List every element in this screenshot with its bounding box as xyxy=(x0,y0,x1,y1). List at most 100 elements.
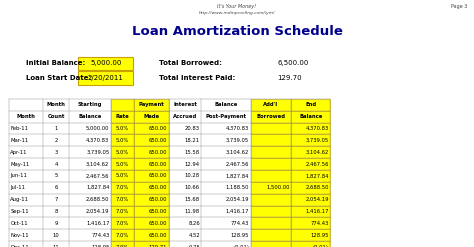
Text: 4: 4 xyxy=(55,162,58,166)
Text: 7.0%: 7.0% xyxy=(116,197,129,202)
Text: 3,104.62: 3,104.62 xyxy=(86,162,109,166)
FancyBboxPatch shape xyxy=(134,182,169,194)
Text: 1,500.00: 1,500.00 xyxy=(266,185,290,190)
Text: Accrued: Accrued xyxy=(173,114,197,119)
FancyBboxPatch shape xyxy=(111,194,134,206)
FancyBboxPatch shape xyxy=(134,146,169,158)
Text: Nov-11: Nov-11 xyxy=(10,233,29,238)
Text: 10.66: 10.66 xyxy=(185,185,200,190)
Text: 650.00: 650.00 xyxy=(149,150,167,155)
Text: 0.75: 0.75 xyxy=(188,245,200,247)
Text: 18.21: 18.21 xyxy=(185,138,200,143)
Text: Loan Start Date:: Loan Start Date: xyxy=(26,75,91,81)
FancyBboxPatch shape xyxy=(111,134,134,146)
Text: Balance: Balance xyxy=(78,114,102,119)
Text: 7: 7 xyxy=(55,197,58,202)
Text: 4,370.83: 4,370.83 xyxy=(86,138,109,143)
FancyBboxPatch shape xyxy=(291,99,330,111)
Text: 650.00: 650.00 xyxy=(149,185,167,190)
Text: 5,000.00: 5,000.00 xyxy=(90,60,121,66)
Text: 8: 8 xyxy=(55,209,58,214)
FancyBboxPatch shape xyxy=(134,158,169,170)
Text: Borrowed: Borrowed xyxy=(256,114,285,119)
Text: May-11: May-11 xyxy=(10,162,30,166)
Text: Balance: Balance xyxy=(214,102,238,107)
Text: Jul-11: Jul-11 xyxy=(10,185,26,190)
FancyBboxPatch shape xyxy=(251,182,291,194)
Text: 774.43: 774.43 xyxy=(231,221,249,226)
Text: 650.00: 650.00 xyxy=(149,197,167,202)
FancyBboxPatch shape xyxy=(291,123,330,134)
FancyBboxPatch shape xyxy=(251,217,291,229)
Text: 1,827.84: 1,827.84 xyxy=(226,173,249,178)
Text: Apr-11: Apr-11 xyxy=(10,150,28,155)
FancyBboxPatch shape xyxy=(111,146,134,158)
Text: Dec-11: Dec-11 xyxy=(10,245,29,247)
Text: 1: 1 xyxy=(55,126,58,131)
Text: 6,500.00: 6,500.00 xyxy=(277,60,309,66)
FancyBboxPatch shape xyxy=(111,170,134,182)
Text: 7.0%: 7.0% xyxy=(116,185,129,190)
Text: 10.28: 10.28 xyxy=(185,173,200,178)
FancyBboxPatch shape xyxy=(251,99,291,111)
Text: 4,370.83: 4,370.83 xyxy=(306,126,329,131)
Text: Balance: Balance xyxy=(299,114,322,119)
Text: 2: 2 xyxy=(55,138,58,143)
FancyBboxPatch shape xyxy=(251,206,291,217)
FancyBboxPatch shape xyxy=(134,123,169,134)
Text: 3,739.05: 3,739.05 xyxy=(306,138,329,143)
Text: Total Borrowed:: Total Borrowed: xyxy=(159,60,222,66)
FancyBboxPatch shape xyxy=(111,229,134,241)
FancyBboxPatch shape xyxy=(251,111,291,123)
Text: Mar-11: Mar-11 xyxy=(10,138,29,143)
Text: 10: 10 xyxy=(53,233,60,238)
Text: 5.0%: 5.0% xyxy=(116,162,129,166)
Text: 2,467.56: 2,467.56 xyxy=(305,162,329,166)
Text: 4,370.83: 4,370.83 xyxy=(226,126,249,131)
Text: Interest: Interest xyxy=(173,102,197,107)
FancyBboxPatch shape xyxy=(291,158,330,170)
Text: Rate: Rate xyxy=(115,114,129,119)
FancyBboxPatch shape xyxy=(251,123,291,134)
FancyBboxPatch shape xyxy=(291,182,330,194)
FancyBboxPatch shape xyxy=(111,217,134,229)
Text: 5: 5 xyxy=(55,173,58,178)
FancyBboxPatch shape xyxy=(291,194,330,206)
Text: 1,416.17: 1,416.17 xyxy=(226,209,249,214)
Text: Made: Made xyxy=(143,114,159,119)
FancyBboxPatch shape xyxy=(111,158,134,170)
Text: 650.00: 650.00 xyxy=(149,126,167,131)
Text: 7.0%: 7.0% xyxy=(116,233,129,238)
Text: 8.26: 8.26 xyxy=(188,221,200,226)
Text: Oct-11: Oct-11 xyxy=(10,221,28,226)
Text: End: End xyxy=(305,102,316,107)
FancyBboxPatch shape xyxy=(134,206,169,217)
Text: 650.00: 650.00 xyxy=(149,173,167,178)
FancyBboxPatch shape xyxy=(134,194,169,206)
Text: Initial Balance:: Initial Balance: xyxy=(26,60,85,66)
FancyBboxPatch shape xyxy=(134,170,169,182)
FancyBboxPatch shape xyxy=(251,158,291,170)
FancyBboxPatch shape xyxy=(111,111,134,123)
Text: 11: 11 xyxy=(53,245,60,247)
Text: 2,467.56: 2,467.56 xyxy=(226,162,249,166)
FancyBboxPatch shape xyxy=(251,146,291,158)
Text: 4.52: 4.52 xyxy=(188,233,200,238)
Text: 3,739.05: 3,739.05 xyxy=(86,150,109,155)
FancyBboxPatch shape xyxy=(111,182,134,194)
Text: 129.71: 129.71 xyxy=(149,245,167,247)
Text: 650.00: 650.00 xyxy=(149,233,167,238)
Text: 650.00: 650.00 xyxy=(149,209,167,214)
FancyBboxPatch shape xyxy=(134,99,169,111)
Text: 3: 3 xyxy=(55,150,58,155)
Text: 650.00: 650.00 xyxy=(149,221,167,226)
Text: 1,416.17: 1,416.17 xyxy=(305,209,329,214)
FancyBboxPatch shape xyxy=(134,134,169,146)
Text: Payment: Payment xyxy=(138,102,164,107)
Text: 5.0%: 5.0% xyxy=(116,126,129,131)
Text: 774.43: 774.43 xyxy=(310,221,329,226)
Text: Count: Count xyxy=(47,114,65,119)
Text: 5,000.00: 5,000.00 xyxy=(86,126,109,131)
FancyBboxPatch shape xyxy=(251,194,291,206)
Text: 15.58: 15.58 xyxy=(185,150,200,155)
